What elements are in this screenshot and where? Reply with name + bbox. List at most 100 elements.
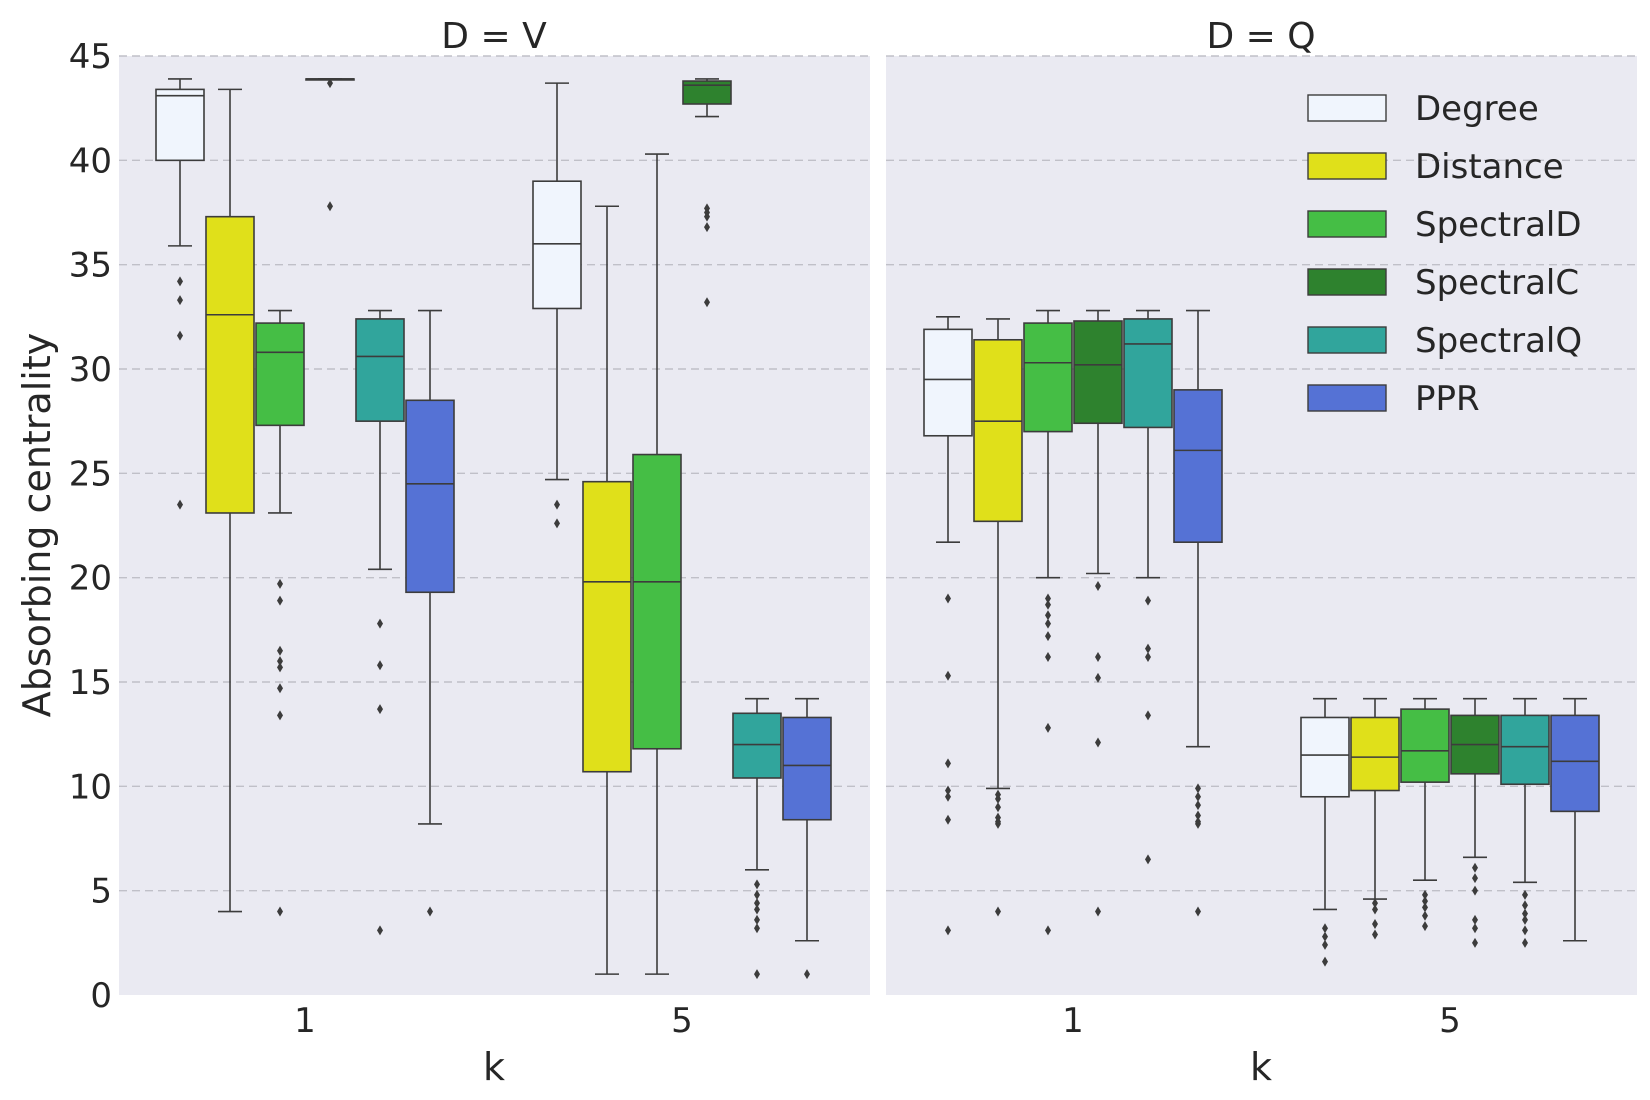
box-d-v-k5-spectralq-outlier-6 (754, 969, 760, 980)
legend-label-distance: Distance (1415, 147, 1564, 187)
box-d-v-k1-spectrald-outlier-1 (277, 595, 283, 606)
box-d-q-k5-degree-outlier-3 (1322, 956, 1328, 967)
box-d-q-k1-spectrald-outlier-4 (1045, 631, 1051, 642)
box-d-v-k1-spectrald-outlier-6 (277, 710, 283, 721)
box-d-q-k5-spectralq-outlier-2 (1522, 908, 1528, 919)
box-d-q-k5-distance (1350, 697, 1400, 940)
box-d-v-k1-spectralc (305, 78, 355, 212)
box-d-q-k1-spectrald-outlier-5 (1045, 651, 1051, 662)
box-d-q-k1-spectralq-outlier-1 (1145, 643, 1151, 654)
box-d-q-k5-spectralc-outlier-4 (1472, 923, 1478, 934)
box-d-v-k5-degree-outlier-0 (554, 499, 560, 510)
box-d-v-k5-distance (582, 205, 632, 975)
box-d-v-k5-distance-iqr-box (582, 480, 632, 773)
box-d-v-k1-spectrald-outlier-2 (277, 645, 283, 656)
box-d-v-k1-spectralq-outlier-1 (377, 660, 383, 671)
box-d-q-k1-spectralc-outlier-2 (1095, 672, 1101, 683)
box-d-v-k5-spectrald (632, 153, 682, 975)
box-d-v-k1-spectralc-outlier-1 (327, 201, 333, 212)
y-tick-label-0: 0 (90, 976, 112, 1016)
box-d-q-k1-distance-iqr-box (973, 338, 1023, 523)
x-tick-label-panel0-5: 5 (671, 1001, 693, 1041)
box-d-v-k5-spectralc-iqr-box (682, 80, 732, 105)
box-d-v-k1-ppr-iqr-box (405, 399, 455, 594)
box-d-q-k1-ppr-iqr-box (1173, 389, 1223, 543)
box-d-v-k1-spectrald (255, 309, 305, 917)
box-d-q-k1-spectrald-outlier-2 (1045, 610, 1051, 621)
box-d-v-k1-spectrald-outlier-3 (277, 656, 283, 667)
box-d-q-k5-spectralq-outlier-1 (1522, 900, 1528, 911)
box-d-v-k5-spectralq-outlier-5 (754, 923, 760, 934)
legend-swatch-spectralq (1307, 326, 1387, 354)
box-d-q-k1-spectralc-iqr-box (1073, 320, 1123, 425)
box-d-q-k5-degree-outlier-0 (1322, 923, 1328, 934)
legend-swatch-spectrald (1307, 210, 1387, 238)
y-tick-label-15: 15 (69, 663, 112, 703)
box-d-q-k1-degree (923, 316, 973, 936)
box-d-q-k1-spectrald-iqr-box (1023, 322, 1073, 433)
box-d-q-k5-spectralc-outlier-1 (1472, 873, 1478, 884)
legend-swatch-ppr (1307, 384, 1387, 412)
box-d-q-k5-spectralq-iqr-box (1500, 714, 1550, 786)
y-tick-label-20: 20 (69, 559, 112, 599)
box-d-v-k1-spectrald-outlier-0 (277, 578, 283, 589)
box-d-v-k5-spectralc-outlier-4 (704, 297, 710, 308)
panel-d-equals-v-boxes (155, 78, 832, 980)
box-d-v-k1-degree-iqr-box (155, 88, 205, 162)
box-d-q-k5-distance-outlier-1 (1372, 904, 1378, 915)
x-tick-label-panel1-1: 1 (1062, 1001, 1084, 1041)
box-d-v-k5-spectrald-iqr-box (632, 453, 682, 750)
panel-title-d-equals-q: D = Q (1206, 16, 1315, 57)
box-d-q-k1-spectralc-outlier-1 (1095, 651, 1101, 662)
box-d-q-k5-spectrald-iqr-box (1400, 708, 1450, 783)
box-d-v-k5-spectralc (682, 78, 732, 308)
box-d-v-k1-spectrald-outlier-4 (277, 662, 283, 673)
box-d-q-k5-spectrald-outlier-3 (1422, 910, 1428, 921)
box-d-q-k1-spectralq-outlier-2 (1145, 651, 1151, 662)
box-d-v-k1-ppr-outlier-0 (427, 906, 433, 917)
legend-item-ppr: PPR (1307, 379, 1480, 419)
x-tick-label-panel1-5: 5 (1439, 1001, 1461, 1041)
box-d-q-k1-ppr-outlier-5 (1195, 818, 1201, 829)
box-d-q-k1-ppr-outlier-1 (1195, 791, 1201, 802)
box-d-q-k5-distance-outlier-3 (1372, 929, 1378, 940)
box-d-q-k5-spectralc-outlier-5 (1472, 937, 1478, 948)
box-d-q-k1-degree-outlier-0 (945, 593, 951, 604)
box-d-q-k1-degree-outlier-1 (945, 670, 951, 681)
box-d-q-k5-degree-outlier-2 (1322, 939, 1328, 950)
box-d-v-k5-spectralq (732, 697, 782, 980)
box-d-q-k5-degree-outlier-1 (1322, 931, 1328, 942)
box-d-q-k5-degree-iqr-box (1300, 716, 1350, 798)
legend-label-ppr: PPR (1415, 379, 1480, 419)
y-tick-label-25: 25 (69, 454, 112, 494)
box-d-q-k1-spectrald-outlier-3 (1045, 618, 1051, 629)
box-d-q-k1-spectralc-outlier-0 (1095, 581, 1101, 592)
box-d-v-k1-spectrald-iqr-box (255, 322, 305, 427)
box-d-v-k1-spectrald-outlier-5 (277, 683, 283, 694)
box-d-q-k1-spectralq-outlier-4 (1145, 854, 1151, 865)
box-d-q-k1-distance-outlier-1 (995, 793, 1001, 804)
panel-d-equals-q: D = Q (886, 16, 1637, 995)
box-d-q-k1-ppr (1173, 309, 1223, 917)
box-d-q-k5-spectralq-outlier-3 (1522, 914, 1528, 925)
box-d-v-k1-distance-iqr-box (205, 215, 255, 514)
panel-title-d-equals-v: D = V (441, 16, 547, 57)
box-d-q-k5-spectralq-outlier-0 (1522, 889, 1528, 900)
box-d-q-k1-degree-outlier-4 (945, 791, 951, 802)
legend-label-spectralc: SpectralC (1415, 263, 1579, 303)
legend-item-spectrald: SpectralD (1307, 205, 1582, 245)
panel-d-equals-v-gridlines (119, 55, 870, 892)
box-d-v-k5-degree (532, 82, 582, 529)
box-d-q-k5-spectralc-outlier-0 (1472, 862, 1478, 873)
legend-label-spectralq: SpectralQ (1415, 321, 1582, 361)
box-d-v-k5-degree-iqr-box (532, 180, 582, 310)
panel-d-equals-q-boxes (923, 309, 1600, 967)
box-d-q-k1-spectralc-outlier-4 (1095, 906, 1101, 917)
box-d-q-k1-spectralc-outlier-3 (1095, 737, 1101, 748)
box-d-v-k1-distance (205, 88, 255, 913)
box-d-q-k1-spectralq-outlier-0 (1145, 595, 1151, 606)
y-tick-label-40: 40 (69, 141, 112, 181)
legend-swatch-distance (1307, 152, 1387, 180)
box-d-q-k1-spectralc (1073, 309, 1123, 917)
